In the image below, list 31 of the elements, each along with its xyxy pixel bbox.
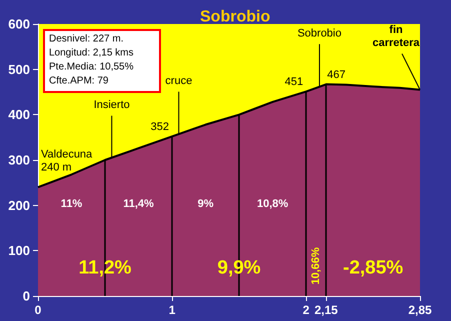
annotation: Longitud: 2,15 kms [49,48,134,58]
annotation: cruce [165,75,192,88]
x-tick-label: 2,85 [408,303,432,317]
annotation: Insierto [94,99,130,112]
annotation: 11% [60,198,82,210]
annotation: 11,4% [123,198,154,210]
y-tick-label: 500 [8,62,30,77]
annotation: Valdecuna 240 m [41,148,94,174]
annotation: -2,85% [342,258,404,278]
y-tick-label: 400 [8,107,30,122]
annotation: 467 [327,68,346,81]
annotation: Desnivel: 227 m. [49,34,124,44]
annotation: fin carretera [372,24,420,50]
x-tick-label: 2 [302,303,310,317]
annotation: 352 [150,120,170,133]
chart-title: Sobrobio [200,8,270,26]
y-tick-label: 600 [8,16,30,32]
annotation: 10,66% [310,247,322,285]
annotation: 9% [198,198,214,210]
annotation: Pte.Media: 10,55% [49,62,134,72]
y-tick-label: 200 [8,198,30,213]
y-tick-label: 100 [8,243,30,258]
annotation: 10,8% [256,198,288,210]
y-tick-label: 300 [8,152,30,168]
x-tick-label: 2,15 [314,303,338,317]
x-tick-label: 1 [168,303,176,317]
y-tick-label: 0 [22,288,30,304]
annotation: Cfte.APM: 79 [49,76,109,86]
x-tick-label: 0 [34,303,42,317]
annotation: 451 [284,76,304,88]
annotation: Sobrobio [297,28,342,40]
